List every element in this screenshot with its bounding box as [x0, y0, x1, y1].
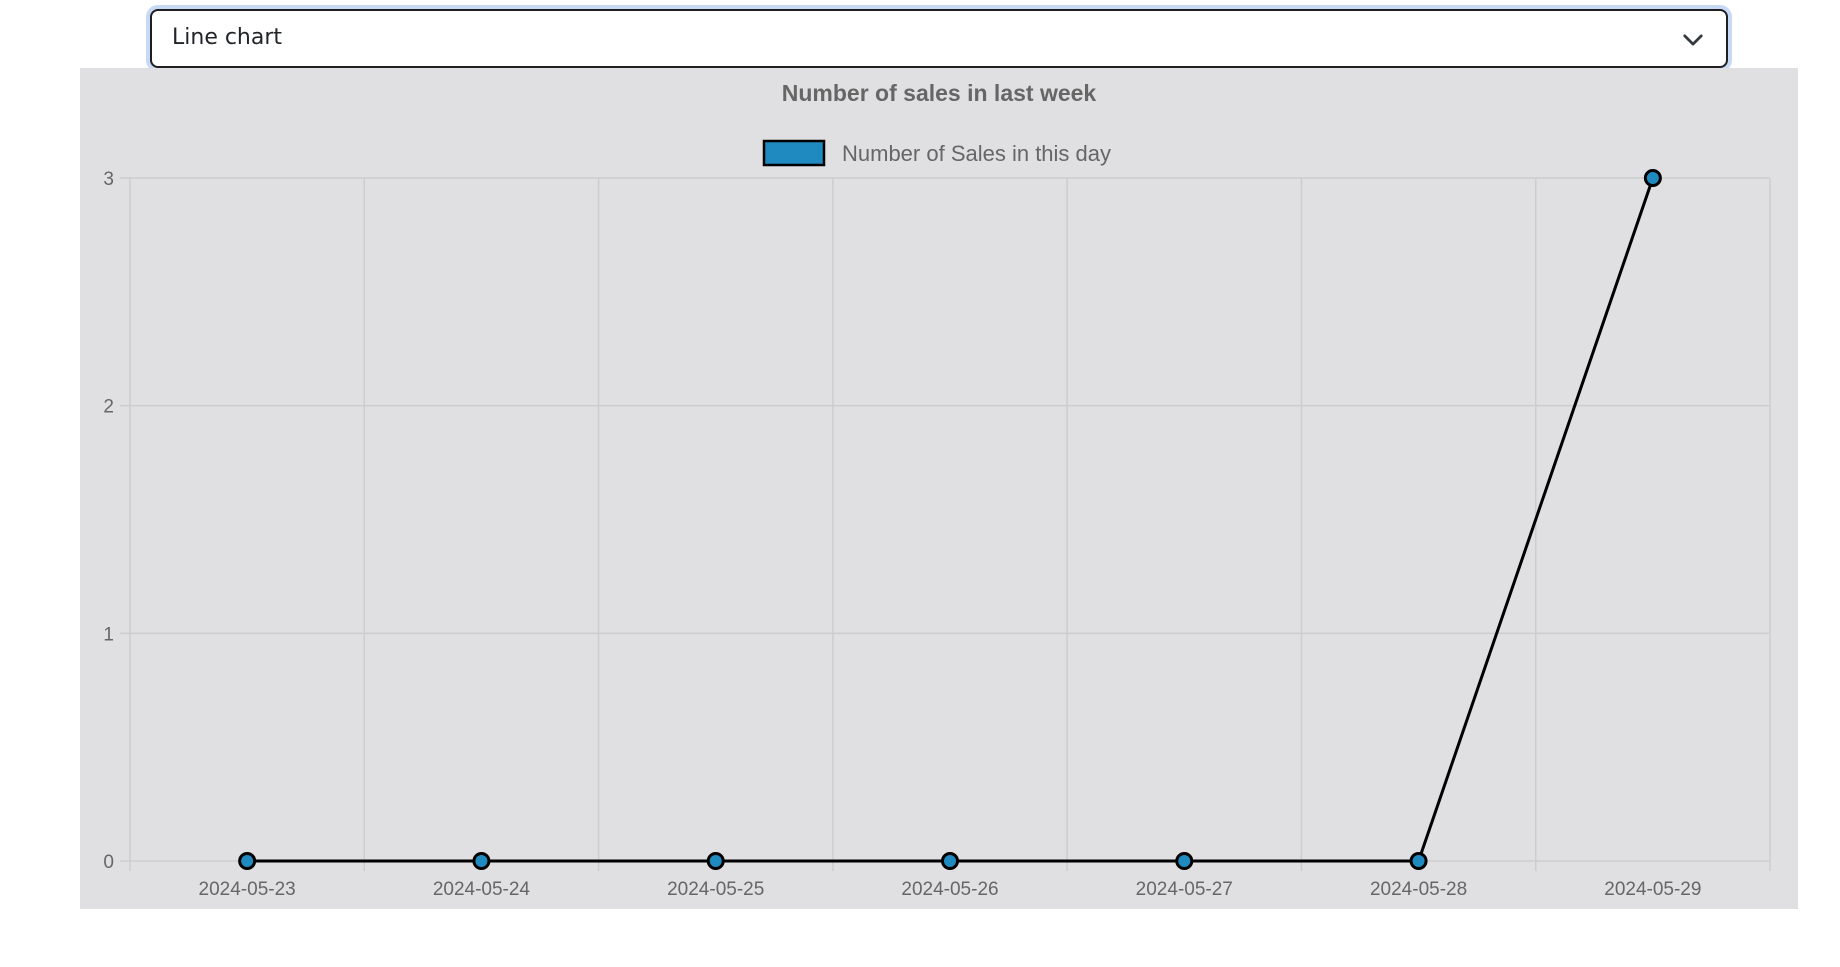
x-tick-label: 2024-05-27	[1136, 879, 1233, 900]
legend-swatch[interactable]	[762, 139, 826, 167]
data-point[interactable]	[472, 852, 491, 870]
x-tick-label: 2024-05-29	[1604, 879, 1701, 900]
data-point[interactable]	[1643, 169, 1662, 187]
chart-type-select-value: Line chart	[172, 25, 283, 50]
series-line	[247, 177, 1655, 863]
chevron-down-icon	[1683, 34, 1703, 46]
legend-label[interactable]: Number of Sales in this day	[842, 141, 1111, 166]
x-tick-label: 2024-05-25	[667, 879, 764, 900]
data-point[interactable]	[1175, 852, 1194, 870]
chart-series	[238, 169, 1662, 870]
x-tick-label: 2024-05-26	[901, 879, 998, 900]
data-point[interactable]	[706, 852, 725, 870]
chart-legend[interactable]: Number of Sales in this day	[762, 139, 1111, 167]
chart-panel: Number of sales in last week Number of S…	[80, 68, 1798, 909]
sales-line-chart: Number of sales in last week Number of S…	[103, 80, 1771, 900]
chart-axes: 0 1 2 3 2024-05-23 2024-05-24 2024-05-25 2024-0…	[103, 169, 1701, 900]
x-tick-label: 2024-05-28	[1370, 879, 1467, 900]
y-tick-label: 1	[103, 624, 114, 645]
x-tick-label: 2024-05-23	[199, 879, 296, 900]
y-tick-label: 3	[103, 169, 114, 190]
chart-grid	[120, 177, 1771, 871]
data-point[interactable]	[1409, 852, 1428, 870]
chart-title: Number of sales in last week	[782, 80, 1097, 106]
x-tick-label: 2024-05-24	[433, 879, 531, 900]
y-tick-label: 2	[103, 397, 114, 418]
data-point[interactable]	[238, 852, 257, 870]
y-tick-label: 0	[103, 852, 114, 873]
data-point[interactable]	[941, 852, 959, 870]
chart-type-select[interactable]: Line chart	[150, 9, 1728, 68]
